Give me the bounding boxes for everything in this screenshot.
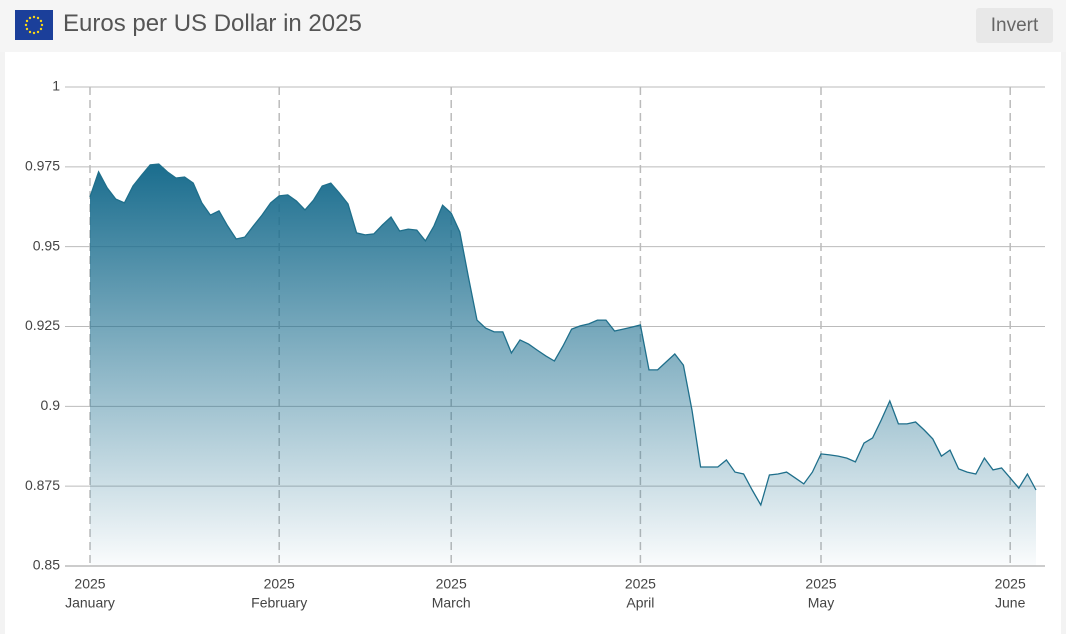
x-tick-month: June <box>995 595 1026 611</box>
x-tick-month: February <box>251 595 307 611</box>
x-tick-year: 2025 <box>74 576 105 592</box>
x-tick-year: 2025 <box>436 576 467 592</box>
x-tick-month: March <box>432 595 471 611</box>
x-tick-month: April <box>626 595 654 611</box>
y-tick-label: 0.85 <box>33 557 60 573</box>
chart-title: Euros per US Dollar in 2025 <box>63 10 362 37</box>
x-tick-year: 2025 <box>625 576 656 592</box>
x-tick-month: January <box>65 595 115 611</box>
header: Euros per US Dollar in 2025 Invert <box>0 0 1066 52</box>
y-tick-label: 0.9 <box>41 397 61 413</box>
invert-button[interactable]: Invert <box>976 8 1053 43</box>
eu-flag <box>15 10 53 40</box>
x-tick-year: 2025 <box>805 576 836 592</box>
y-tick-label: 0.95 <box>33 237 60 253</box>
x-tick-month: May <box>808 595 834 611</box>
x-tick-year: 2025 <box>995 576 1026 592</box>
y-tick-label: 0.925 <box>25 317 60 333</box>
area-fill <box>90 164 1036 566</box>
y-tick-label: 0.875 <box>25 477 60 493</box>
x-tick-year: 2025 <box>264 576 295 592</box>
y-tick-label: 0.975 <box>25 158 60 174</box>
line <box>89 163 1037 507</box>
y-tick-label: 1 <box>52 78 60 94</box>
